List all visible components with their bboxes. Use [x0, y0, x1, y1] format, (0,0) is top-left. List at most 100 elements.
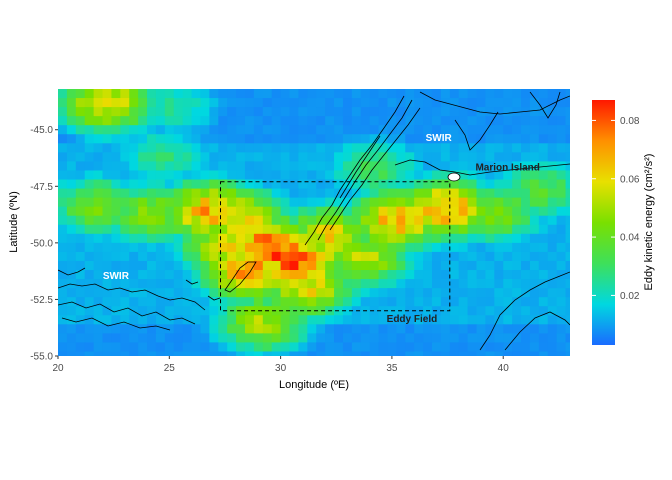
- eke-cell: [556, 143, 567, 153]
- eke-cell: [173, 197, 184, 208]
- eke-cell: [556, 288, 567, 298]
- eke-cell: [325, 251, 335, 262]
- eke-cell: [147, 297, 157, 307]
- eke-cell: [120, 251, 130, 262]
- eke-cell: [280, 306, 291, 316]
- eke-cell: [58, 279, 68, 289]
- eke-cell: [182, 242, 193, 253]
- eke-cell: [494, 143, 504, 153]
- eke-cell: [298, 251, 308, 262]
- eke-cell: [111, 324, 121, 334]
- eke-cell: [164, 170, 175, 181]
- eke-cell: [378, 324, 389, 334]
- eke-cell: [342, 134, 353, 144]
- eke-cell: [467, 333, 478, 344]
- eke-cell: [182, 288, 193, 298]
- eke-cell: [218, 116, 228, 126]
- eke-cell: [449, 279, 460, 289]
- eke-cell: [458, 288, 469, 298]
- eke-cell: [93, 188, 104, 199]
- eke-cell: [351, 161, 362, 172]
- eke-cell: [423, 170, 433, 181]
- eke-cell: [182, 134, 193, 144]
- eke-cell: [529, 288, 540, 298]
- eke-cell: [325, 351, 335, 356]
- eke-cell: [414, 279, 424, 289]
- eke-cell: [84, 279, 95, 289]
- eke-cell: [521, 351, 531, 356]
- eke-cell: [423, 143, 433, 153]
- eke-cell: [58, 179, 68, 190]
- eke-cell: [378, 143, 389, 153]
- eke-cell: [182, 161, 193, 172]
- eke-cell: [494, 116, 504, 126]
- eke-cell: [164, 333, 175, 344]
- eke-cell: [164, 98, 175, 108]
- eke-cell: [155, 197, 166, 208]
- eke-cell: [209, 306, 219, 316]
- eke-cell: [289, 297, 300, 307]
- eke-cell: [227, 215, 237, 226]
- eke-cell: [467, 179, 478, 190]
- eke-cell: [378, 125, 389, 135]
- eke-cell: [93, 324, 104, 334]
- eke-cell: [244, 197, 255, 208]
- eke-cell: [316, 260, 326, 271]
- eke-cell: [325, 197, 335, 208]
- eke-cell: [75, 107, 86, 117]
- eke-cell: [120, 233, 130, 244]
- eke-cell: [120, 152, 130, 163]
- eke-cell: [440, 197, 451, 208]
- eke-cell: [262, 188, 273, 199]
- eke-cell: [547, 143, 558, 153]
- eke-cell: [102, 333, 113, 344]
- eke-cell: [164, 116, 175, 126]
- eke-cell: [289, 179, 300, 190]
- eke-cell: [244, 251, 255, 262]
- eke-cell: [396, 342, 406, 353]
- eke-cell: [334, 324, 344, 334]
- eke-cell: [262, 297, 273, 307]
- eke-cell: [218, 188, 228, 199]
- eke-cell: [521, 89, 531, 99]
- eke-cell: [129, 315, 139, 325]
- eke-cell: [84, 306, 95, 316]
- eke-cell: [66, 233, 77, 244]
- eke-cell: [547, 279, 558, 289]
- eke-cell: [218, 324, 228, 334]
- eke-cell: [262, 215, 273, 226]
- eke-cell: [325, 242, 335, 253]
- eke-cell: [538, 324, 549, 334]
- eke-cell: [84, 215, 95, 226]
- eke-cell: [262, 342, 273, 353]
- eke-cell: [58, 288, 68, 298]
- eke-cell: [360, 188, 371, 199]
- eke-cell: [378, 197, 389, 208]
- eke-cell: [120, 242, 130, 253]
- eke-cell: [547, 161, 558, 172]
- eke-cell: [334, 89, 344, 99]
- eke-cell: [449, 188, 460, 199]
- eke-cell: [236, 315, 246, 325]
- eke-cell: [209, 143, 219, 153]
- eke-cell: [547, 116, 558, 126]
- eke-cell: [538, 143, 549, 153]
- eke-cell: [289, 324, 300, 334]
- eke-cell: [529, 125, 540, 135]
- eke-cell: [316, 188, 326, 199]
- eke-cell: [529, 260, 540, 271]
- eke-cell: [512, 342, 522, 353]
- eke-cell: [111, 215, 121, 226]
- eke-cell: [129, 279, 139, 289]
- eke-cell: [209, 342, 219, 353]
- eke-cell: [360, 215, 371, 226]
- eke-cell: [556, 342, 567, 353]
- eke-cell: [556, 116, 567, 126]
- eke-cell: [271, 152, 282, 163]
- eke-cell: [244, 297, 255, 307]
- eke-cell: [521, 242, 531, 253]
- eke-cell: [521, 107, 531, 117]
- eke-cell: [66, 179, 77, 190]
- eke-cell: [351, 215, 362, 226]
- eke-cell: [147, 233, 157, 244]
